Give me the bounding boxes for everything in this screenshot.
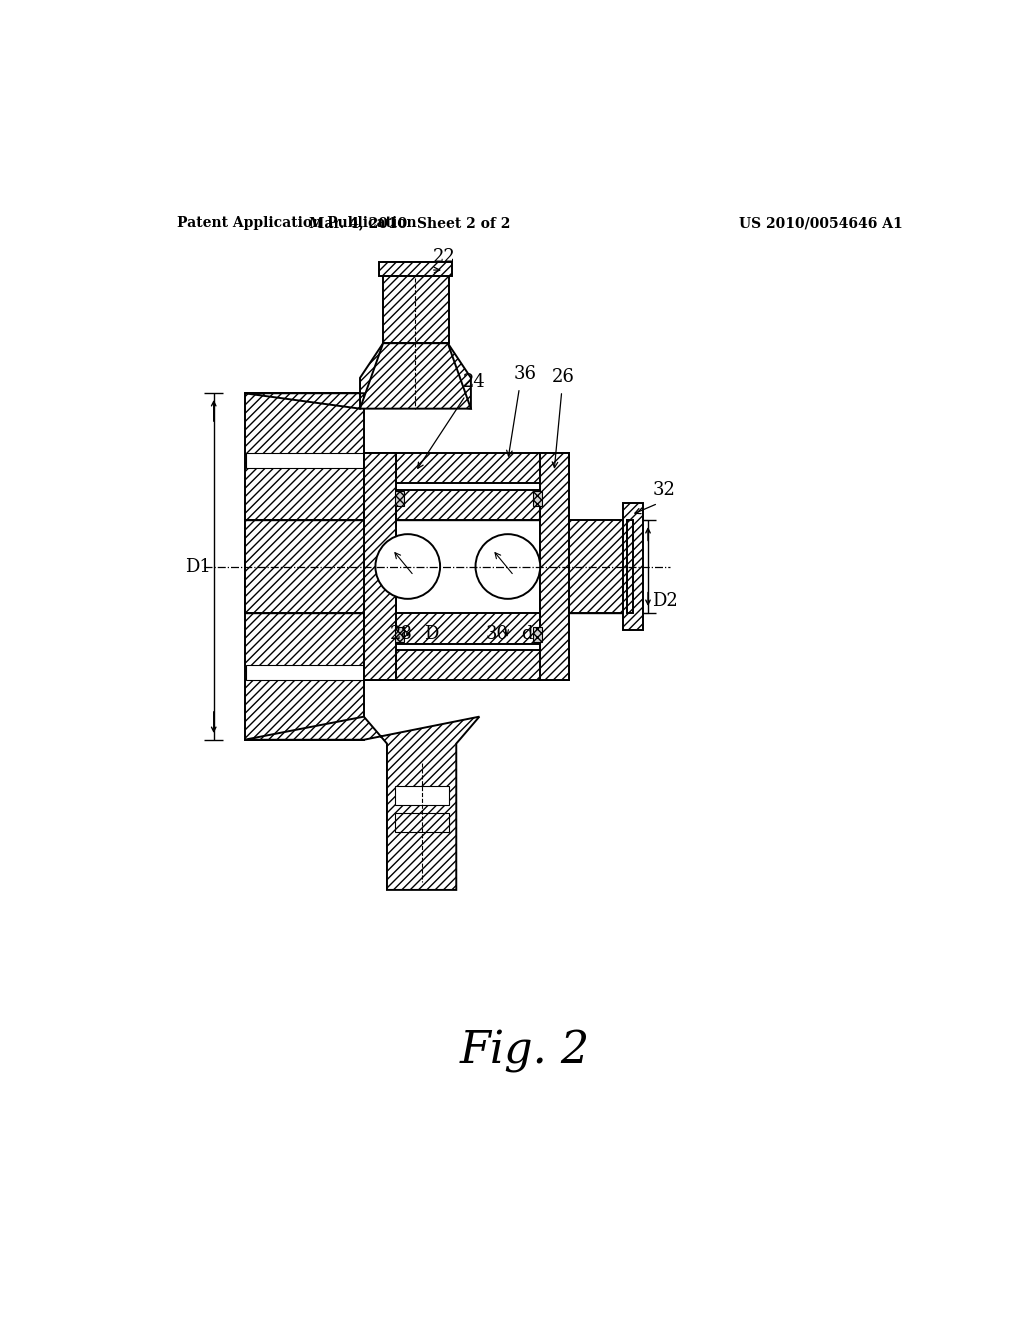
Bar (532, 627, 542, 642)
Polygon shape (245, 520, 396, 612)
Bar (394, 813, 449, 832)
Polygon shape (628, 520, 634, 612)
Text: US 2010/0054646 A1: US 2010/0054646 A1 (739, 216, 902, 230)
Text: 22: 22 (433, 248, 456, 267)
Bar (532, 491, 542, 507)
Polygon shape (245, 343, 471, 409)
Polygon shape (396, 612, 541, 644)
Text: 36: 36 (513, 366, 537, 383)
Polygon shape (364, 453, 569, 483)
Polygon shape (245, 717, 479, 890)
Bar (383, 263, 449, 343)
Polygon shape (360, 343, 471, 409)
Polygon shape (364, 649, 569, 681)
Text: d: d (521, 626, 532, 643)
Circle shape (376, 535, 440, 599)
Polygon shape (541, 520, 628, 612)
Text: Mar. 4, 2010  Sheet 2 of 2: Mar. 4, 2010 Sheet 2 of 2 (308, 216, 510, 230)
Text: Patent Application Publication: Patent Application Publication (177, 216, 417, 230)
Bar (394, 627, 403, 642)
Circle shape (475, 535, 541, 599)
Bar (394, 491, 403, 507)
Bar (246, 665, 364, 681)
Polygon shape (364, 453, 396, 681)
Text: 32: 32 (652, 480, 676, 499)
Text: Fig. 2: Fig. 2 (460, 1030, 590, 1073)
Polygon shape (396, 490, 541, 520)
Polygon shape (541, 453, 569, 681)
Polygon shape (245, 393, 364, 739)
Text: 28: 28 (390, 626, 413, 643)
Text: D1: D1 (185, 557, 211, 576)
Text: 26: 26 (552, 368, 574, 387)
Bar (246, 453, 364, 469)
Text: D: D (424, 626, 438, 643)
Polygon shape (624, 503, 643, 630)
Text: D2: D2 (652, 593, 678, 610)
Bar (379, 263, 453, 276)
Text: 30: 30 (485, 626, 509, 643)
Bar (394, 785, 449, 805)
Text: 24: 24 (463, 374, 486, 391)
